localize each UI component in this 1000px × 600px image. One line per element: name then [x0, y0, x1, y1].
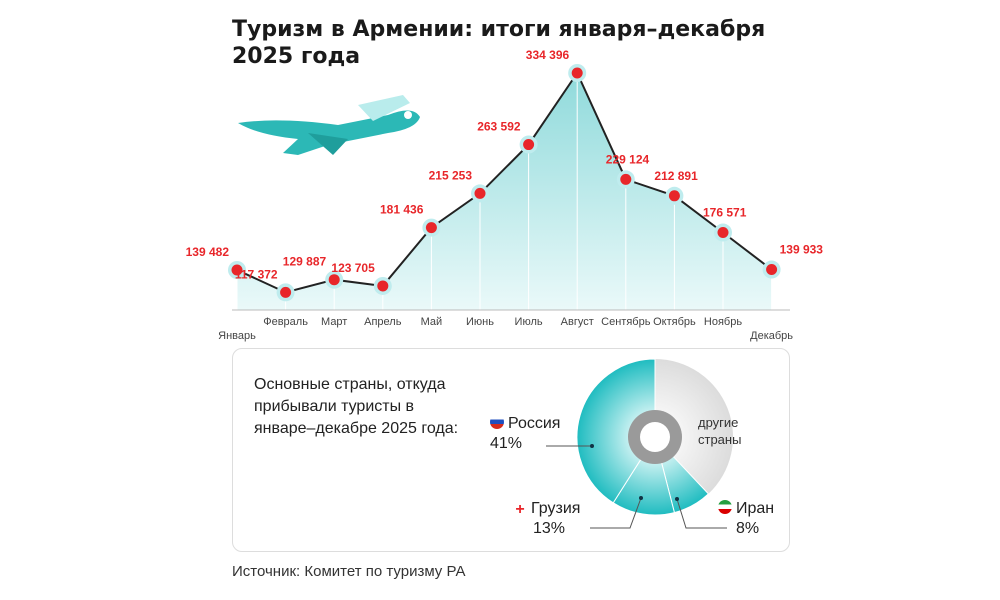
data-label: 139 933 — [780, 243, 824, 257]
data-label: 229 124 — [606, 152, 650, 166]
tick-label: Август — [561, 316, 594, 328]
data-point — [280, 286, 292, 298]
tick-label: Июнь — [466, 316, 494, 328]
tick-label: Апрель — [364, 316, 402, 328]
tick-label: Март — [321, 316, 347, 328]
data-point — [377, 280, 389, 292]
data-label: 123 705 — [331, 261, 375, 275]
russia-flag-icon — [490, 415, 504, 429]
data-point — [717, 227, 729, 239]
data-label: 212 891 — [654, 169, 698, 183]
data-label: 181 436 — [380, 203, 424, 217]
pie-card — [232, 348, 790, 552]
airplane-icon — [238, 95, 420, 155]
data-label: 117 372 — [235, 267, 278, 281]
data-point — [571, 67, 583, 79]
area-fill — [237, 73, 772, 310]
tick-label: Ноябрь — [704, 316, 742, 328]
leader-dot — [675, 497, 679, 501]
tick-label: Декабрь — [750, 330, 793, 342]
data-point — [620, 173, 632, 185]
data-label: 334 396 — [526, 48, 570, 62]
iran-flag-icon — [718, 500, 732, 514]
tick-label: Январь — [218, 330, 256, 342]
tick-label: Май — [421, 316, 443, 328]
data-label: 139 482 — [186, 245, 230, 259]
data-point — [523, 139, 535, 151]
data-point — [425, 222, 437, 234]
data-point — [668, 190, 680, 202]
label-line: страны — [698, 432, 741, 447]
data-point — [474, 187, 486, 199]
label-line: другие — [698, 415, 738, 430]
pie-slice-другие-страны — [655, 359, 733, 494]
legend-iran: Иран 8% — [718, 499, 774, 539]
legend-russia: Россия 41% — [490, 415, 561, 452]
data-label: 176 571 — [703, 206, 747, 220]
tick-label: Октябрь — [653, 316, 696, 328]
data-point — [766, 264, 778, 276]
page-title: Туризм в Армении: итоги января–декабря 2… — [232, 17, 766, 69]
legend-georgia: + Грузия 13% — [513, 499, 580, 539]
leader-dot — [639, 496, 643, 500]
data-point — [328, 274, 340, 286]
tick-label: Сентябрь — [601, 316, 651, 328]
leader-georgia — [590, 497, 642, 529]
pie-caption: Основные страны, откуда прибывали турист… — [254, 376, 459, 437]
pie-hole — [640, 422, 670, 452]
pie-label-others: другие страны — [698, 415, 741, 447]
tick-label: Февраль — [263, 316, 308, 328]
source-note: Источник: Комитет по туризму РА — [232, 563, 466, 580]
data-point — [231, 264, 243, 276]
pie-slice-Россия — [576, 358, 656, 504]
data-label: 263 592 — [477, 120, 521, 134]
data-label: 215 253 — [429, 168, 473, 182]
leader-iran — [676, 498, 727, 529]
data-label: 129 887 — [283, 255, 327, 269]
leader-dot — [590, 444, 594, 448]
line-chart: 139 482 Январь 117 372 Февраль 129 887 Март 12… — [186, 48, 824, 342]
georgia-flag-icon: + — [513, 502, 527, 518]
tick-label: Июль — [515, 316, 543, 328]
